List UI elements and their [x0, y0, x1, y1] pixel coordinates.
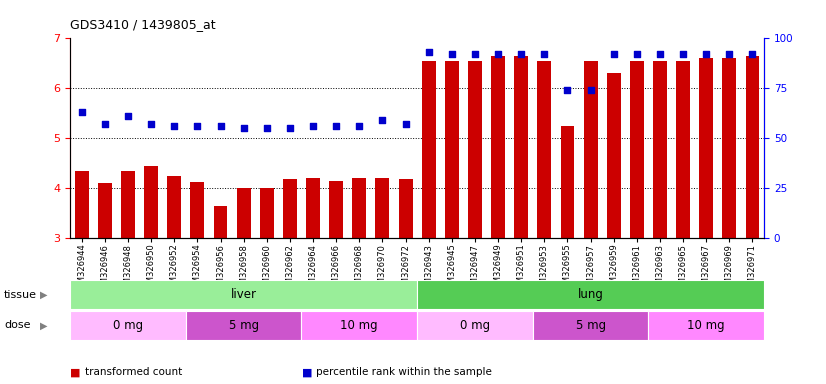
Bar [283, 179, 297, 238]
Point [353, 123, 366, 129]
Bar [491, 56, 505, 238]
Bar [746, 56, 759, 238]
Point [468, 51, 482, 58]
Point [145, 121, 158, 127]
Bar [607, 73, 620, 238]
Bar [121, 170, 135, 238]
Point [515, 51, 528, 58]
Point [653, 51, 667, 58]
Bar [98, 183, 112, 238]
Bar [330, 180, 343, 238]
Bar [648, 311, 764, 340]
Bar [75, 170, 88, 238]
Text: dose: dose [4, 320, 31, 331]
Text: percentile rank within the sample: percentile rank within the sample [316, 367, 492, 377]
Point [399, 121, 412, 127]
Bar [538, 61, 551, 238]
Text: liver: liver [230, 288, 257, 301]
Bar [468, 61, 482, 238]
Point [75, 109, 88, 115]
Point [538, 51, 551, 58]
Text: lung: lung [577, 288, 604, 301]
Point [283, 125, 297, 131]
Bar [417, 311, 533, 340]
Point [306, 123, 320, 129]
Point [121, 113, 135, 119]
Bar [186, 311, 301, 340]
Point [607, 51, 620, 58]
Bar [422, 61, 435, 238]
Point [584, 87, 597, 93]
Point [676, 51, 690, 58]
Point [445, 51, 458, 58]
Bar [445, 61, 458, 238]
Bar [214, 206, 227, 238]
Bar [515, 56, 528, 238]
Bar [353, 178, 366, 238]
Text: ▶: ▶ [40, 290, 47, 300]
Point [746, 51, 759, 58]
Text: 0 mg: 0 mg [460, 319, 490, 332]
Bar [700, 58, 713, 238]
Point [191, 123, 204, 129]
Point [630, 51, 643, 58]
Point [237, 125, 250, 131]
Point [98, 121, 112, 127]
Bar [237, 188, 250, 238]
Bar [260, 188, 273, 238]
Text: 5 mg: 5 mg [229, 319, 259, 332]
Bar [417, 280, 764, 309]
Point [422, 49, 435, 55]
Bar [191, 182, 204, 238]
Bar [584, 61, 597, 238]
Point [376, 117, 389, 123]
Point [723, 51, 736, 58]
Text: 0 mg: 0 mg [113, 319, 143, 332]
Bar [653, 61, 667, 238]
Bar [630, 61, 643, 238]
Text: tissue: tissue [4, 290, 37, 300]
Text: ▶: ▶ [40, 320, 47, 331]
Bar [168, 176, 181, 238]
Point [214, 123, 227, 129]
Point [330, 123, 343, 129]
Point [561, 87, 574, 93]
Bar [70, 311, 186, 340]
Bar [376, 178, 389, 238]
Text: ■: ■ [301, 367, 312, 377]
Bar [301, 311, 417, 340]
Text: ■: ■ [70, 367, 81, 377]
Text: transformed count: transformed count [85, 367, 183, 377]
Bar [723, 58, 736, 238]
Bar [70, 280, 417, 309]
Text: 10 mg: 10 mg [687, 319, 725, 332]
Point [700, 51, 713, 58]
Bar [399, 179, 412, 238]
Point [491, 51, 505, 58]
Point [168, 123, 181, 129]
Bar [306, 178, 320, 238]
Bar [561, 126, 574, 238]
Text: 5 mg: 5 mg [576, 319, 605, 332]
Bar [676, 61, 690, 238]
Text: GDS3410 / 1439805_at: GDS3410 / 1439805_at [70, 18, 216, 31]
Bar [145, 166, 158, 238]
Bar [533, 311, 648, 340]
Point [260, 125, 273, 131]
Text: 10 mg: 10 mg [340, 319, 378, 332]
